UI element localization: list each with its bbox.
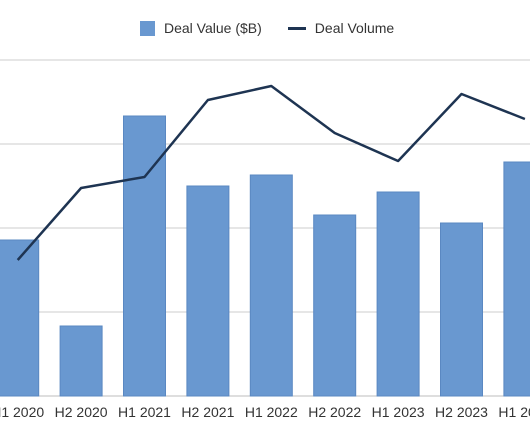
line-series [16, 84, 526, 261]
bar-deal-value-h2-2022 [313, 214, 357, 397]
x-tick-label: H2 2021 [181, 404, 234, 420]
legend: Deal Value ($B) Deal Volume [140, 20, 420, 36]
x-tick-label: H1 2024 [498, 404, 530, 420]
bar-deal-value-h2-2023 [440, 222, 483, 397]
x-tick-label: H1 2023 [372, 404, 425, 420]
x-axis-tick-labels: H1 2020 H2 2020 H1 2021 H2 2021 H1 2022 H2 20… [0, 404, 530, 420]
legend-item-deal-value: Deal Value ($B) [140, 20, 262, 36]
bar-deal-value-h1-2020 [0, 239, 40, 397]
bar-series [0, 115, 530, 397]
x-tick-label: H2 2020 [55, 404, 108, 420]
bar-deal-value-h1-2022 [249, 174, 293, 397]
x-tick-label: H1 2020 [0, 404, 44, 420]
bar-deal-value-h1-2023 [376, 191, 420, 397]
x-tick-label: H2 2023 [435, 404, 488, 420]
x-tick-label: H2 2022 [308, 404, 361, 420]
bar-deal-value-h2-2021 [186, 185, 230, 397]
bar-deal-value-h1-2024 [503, 161, 530, 397]
legend-swatch-deal-volume [287, 26, 306, 30]
x-tick-label: H1 2021 [118, 404, 171, 420]
legend-swatch-deal-value [140, 20, 155, 36]
legend-label-deal-volume: Deal Volume [314, 20, 395, 36]
legend-label-deal-value: Deal Value ($B) [164, 20, 262, 36]
bar-deal-value-h1-2021 [123, 115, 166, 397]
legend-item-deal-volume: Deal Volume [287, 20, 395, 36]
x-tick-label: H1 2022 [245, 404, 298, 420]
bar-deal-value-h2-2020 [59, 325, 103, 397]
